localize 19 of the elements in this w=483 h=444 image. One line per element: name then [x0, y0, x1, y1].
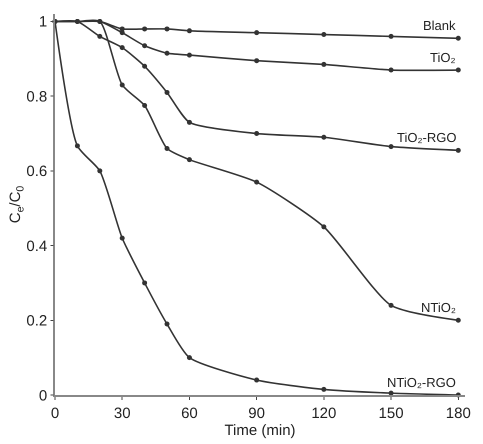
y-tick-label: 0.8	[26, 88, 48, 106]
x-tick-label: 60	[181, 404, 198, 422]
x-tick-label: 30	[114, 404, 131, 422]
series-label: TiO₂-RGO	[397, 130, 456, 145]
y-tick-label: 0.2	[26, 312, 48, 330]
series-label: NTiO₂	[421, 300, 456, 315]
series-label: Blank	[423, 18, 456, 33]
x-tick-label: 150	[378, 404, 404, 422]
series-label: NTiO₂-RGO	[387, 375, 456, 390]
x-tick-label: 120	[311, 404, 336, 422]
y-tick-label: 0	[38, 387, 48, 404]
y-tick-label: 1	[38, 14, 48, 31]
x-tick-label: 90	[248, 404, 265, 422]
x-tick-label: 0	[50, 404, 60, 422]
y-tick-label: 0.6	[26, 163, 48, 180]
series-label: TiO₂	[430, 50, 456, 65]
x-tick-label: 180	[446, 404, 471, 422]
y-tick-label: 0.4	[26, 238, 48, 255]
x-axis-title: Time (min)	[224, 422, 296, 439]
